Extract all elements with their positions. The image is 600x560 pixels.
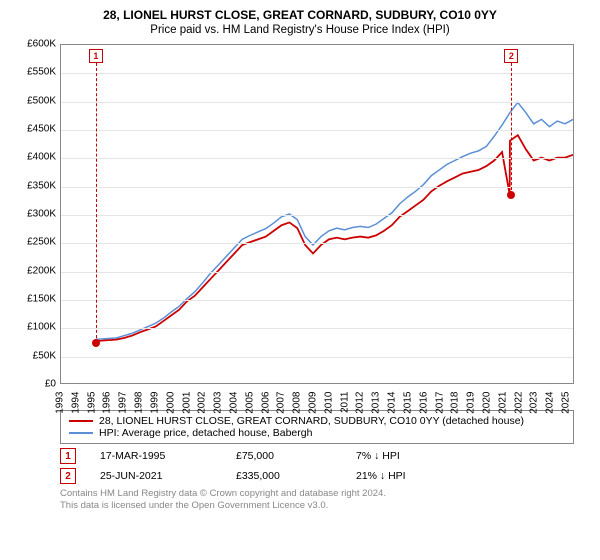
- plot-area: 12: [60, 44, 574, 384]
- y-axis-label: £500K: [12, 95, 56, 106]
- footer-line: Contains HM Land Registry data © Crown c…: [60, 488, 574, 500]
- row-date: 25-JUN-2021: [76, 470, 236, 482]
- y-axis-label: £450K: [12, 124, 56, 135]
- y-axis-label: £250K: [12, 237, 56, 248]
- marker-dash: [96, 63, 97, 343]
- legend-item: HPI: Average price, detached house, Babe…: [69, 427, 565, 439]
- x-axis-label: 2007: [276, 392, 287, 422]
- x-axis-label: 2012: [355, 392, 366, 422]
- x-axis-label: 2019: [466, 392, 477, 422]
- table-row: 225-JUN-2021£335,00021% ↓ HPI: [60, 468, 574, 484]
- y-axis-label: £550K: [12, 67, 56, 78]
- x-axis-label: 1993: [55, 392, 66, 422]
- x-axis-label: 2018: [450, 392, 461, 422]
- x-axis-label: 2011: [339, 392, 350, 422]
- y-axis-label: £50K: [12, 350, 56, 361]
- x-axis-label: 1996: [102, 392, 113, 422]
- x-axis-label: 2000: [165, 392, 176, 422]
- page-title: 28, LIONEL HURST CLOSE, GREAT CORNARD, S…: [12, 8, 588, 22]
- row-date: 17-MAR-1995: [76, 450, 236, 462]
- x-axis-label: 2014: [387, 392, 398, 422]
- x-axis-label: 2020: [482, 392, 493, 422]
- row-price: £75,000: [236, 450, 356, 462]
- row-delta: 21% ↓ HPI: [356, 470, 516, 482]
- footer-attribution: Contains HM Land Registry data © Crown c…: [60, 488, 574, 512]
- x-axis-label: 1999: [149, 392, 160, 422]
- x-axis-label: 2006: [260, 392, 271, 422]
- gridline: [61, 102, 573, 103]
- x-axis-label: 2002: [197, 392, 208, 422]
- y-axis-label: £300K: [12, 209, 56, 220]
- x-axis-label: 2025: [561, 392, 572, 422]
- x-axis-label: 1995: [86, 392, 97, 422]
- gridline: [61, 187, 573, 188]
- y-axis-label: £100K: [12, 322, 56, 333]
- x-axis-label: 2016: [418, 392, 429, 422]
- gridline: [61, 272, 573, 273]
- transactions-table: 117-MAR-1995£75,0007% ↓ HPI 225-JUN-2021£…: [60, 448, 574, 484]
- x-axis-label: 2004: [228, 392, 239, 422]
- y-axis-label: £350K: [12, 180, 56, 191]
- gridline: [61, 243, 573, 244]
- x-axis-label: 2010: [323, 392, 334, 422]
- gridline: [61, 215, 573, 216]
- series-line: [96, 135, 573, 341]
- x-axis-label: 2023: [529, 392, 540, 422]
- y-axis-label: £150K: [12, 294, 56, 305]
- footer-line: This data is licensed under the Open Gov…: [60, 500, 574, 512]
- gridline: [61, 158, 573, 159]
- row-marker-icon: 2: [60, 468, 76, 484]
- marker-dot: [507, 191, 515, 199]
- row-price: £335,000: [236, 470, 356, 482]
- x-axis-label: 2022: [513, 392, 524, 422]
- x-axis-label: 2003: [213, 392, 224, 422]
- y-axis-label: £200K: [12, 265, 56, 276]
- legend-swatch: [69, 432, 93, 434]
- x-axis-label: 2015: [402, 392, 413, 422]
- gridline: [61, 130, 573, 131]
- gridline: [61, 73, 573, 74]
- x-axis-label: 2009: [308, 392, 319, 422]
- series-line: [96, 102, 573, 339]
- y-axis-label: £0: [12, 379, 56, 390]
- y-axis-label: £400K: [12, 152, 56, 163]
- gridline: [61, 357, 573, 358]
- x-axis-label: 2021: [497, 392, 508, 422]
- gridline: [61, 328, 573, 329]
- x-axis-label: 2017: [434, 392, 445, 422]
- x-axis-label: 1997: [118, 392, 129, 422]
- x-axis-label: 2008: [292, 392, 303, 422]
- page-subtitle: Price paid vs. HM Land Registry's House …: [12, 24, 588, 36]
- x-axis-label: 2005: [244, 392, 255, 422]
- y-axis-label: £600K: [12, 39, 56, 50]
- x-axis-label: 2001: [181, 392, 192, 422]
- x-axis-label: 2013: [371, 392, 382, 422]
- gridline: [61, 300, 573, 301]
- row-marker-icon: 1: [60, 448, 76, 464]
- x-axis-label: 2024: [545, 392, 556, 422]
- marker-dash: [511, 63, 512, 195]
- x-axis-label: 1998: [134, 392, 145, 422]
- marker-dot: [92, 339, 100, 347]
- legend-label: HPI: Average price, detached house, Babe…: [99, 427, 312, 439]
- row-delta: 7% ↓ HPI: [356, 450, 516, 462]
- chart: 12 £0£50K£100K£150K£200K£250K£300K£350K£…: [12, 44, 588, 404]
- x-axis-label: 1994: [70, 392, 81, 422]
- marker-label: 1: [89, 49, 103, 63]
- table-row: 117-MAR-1995£75,0007% ↓ HPI: [60, 448, 574, 464]
- marker-label: 2: [504, 49, 518, 63]
